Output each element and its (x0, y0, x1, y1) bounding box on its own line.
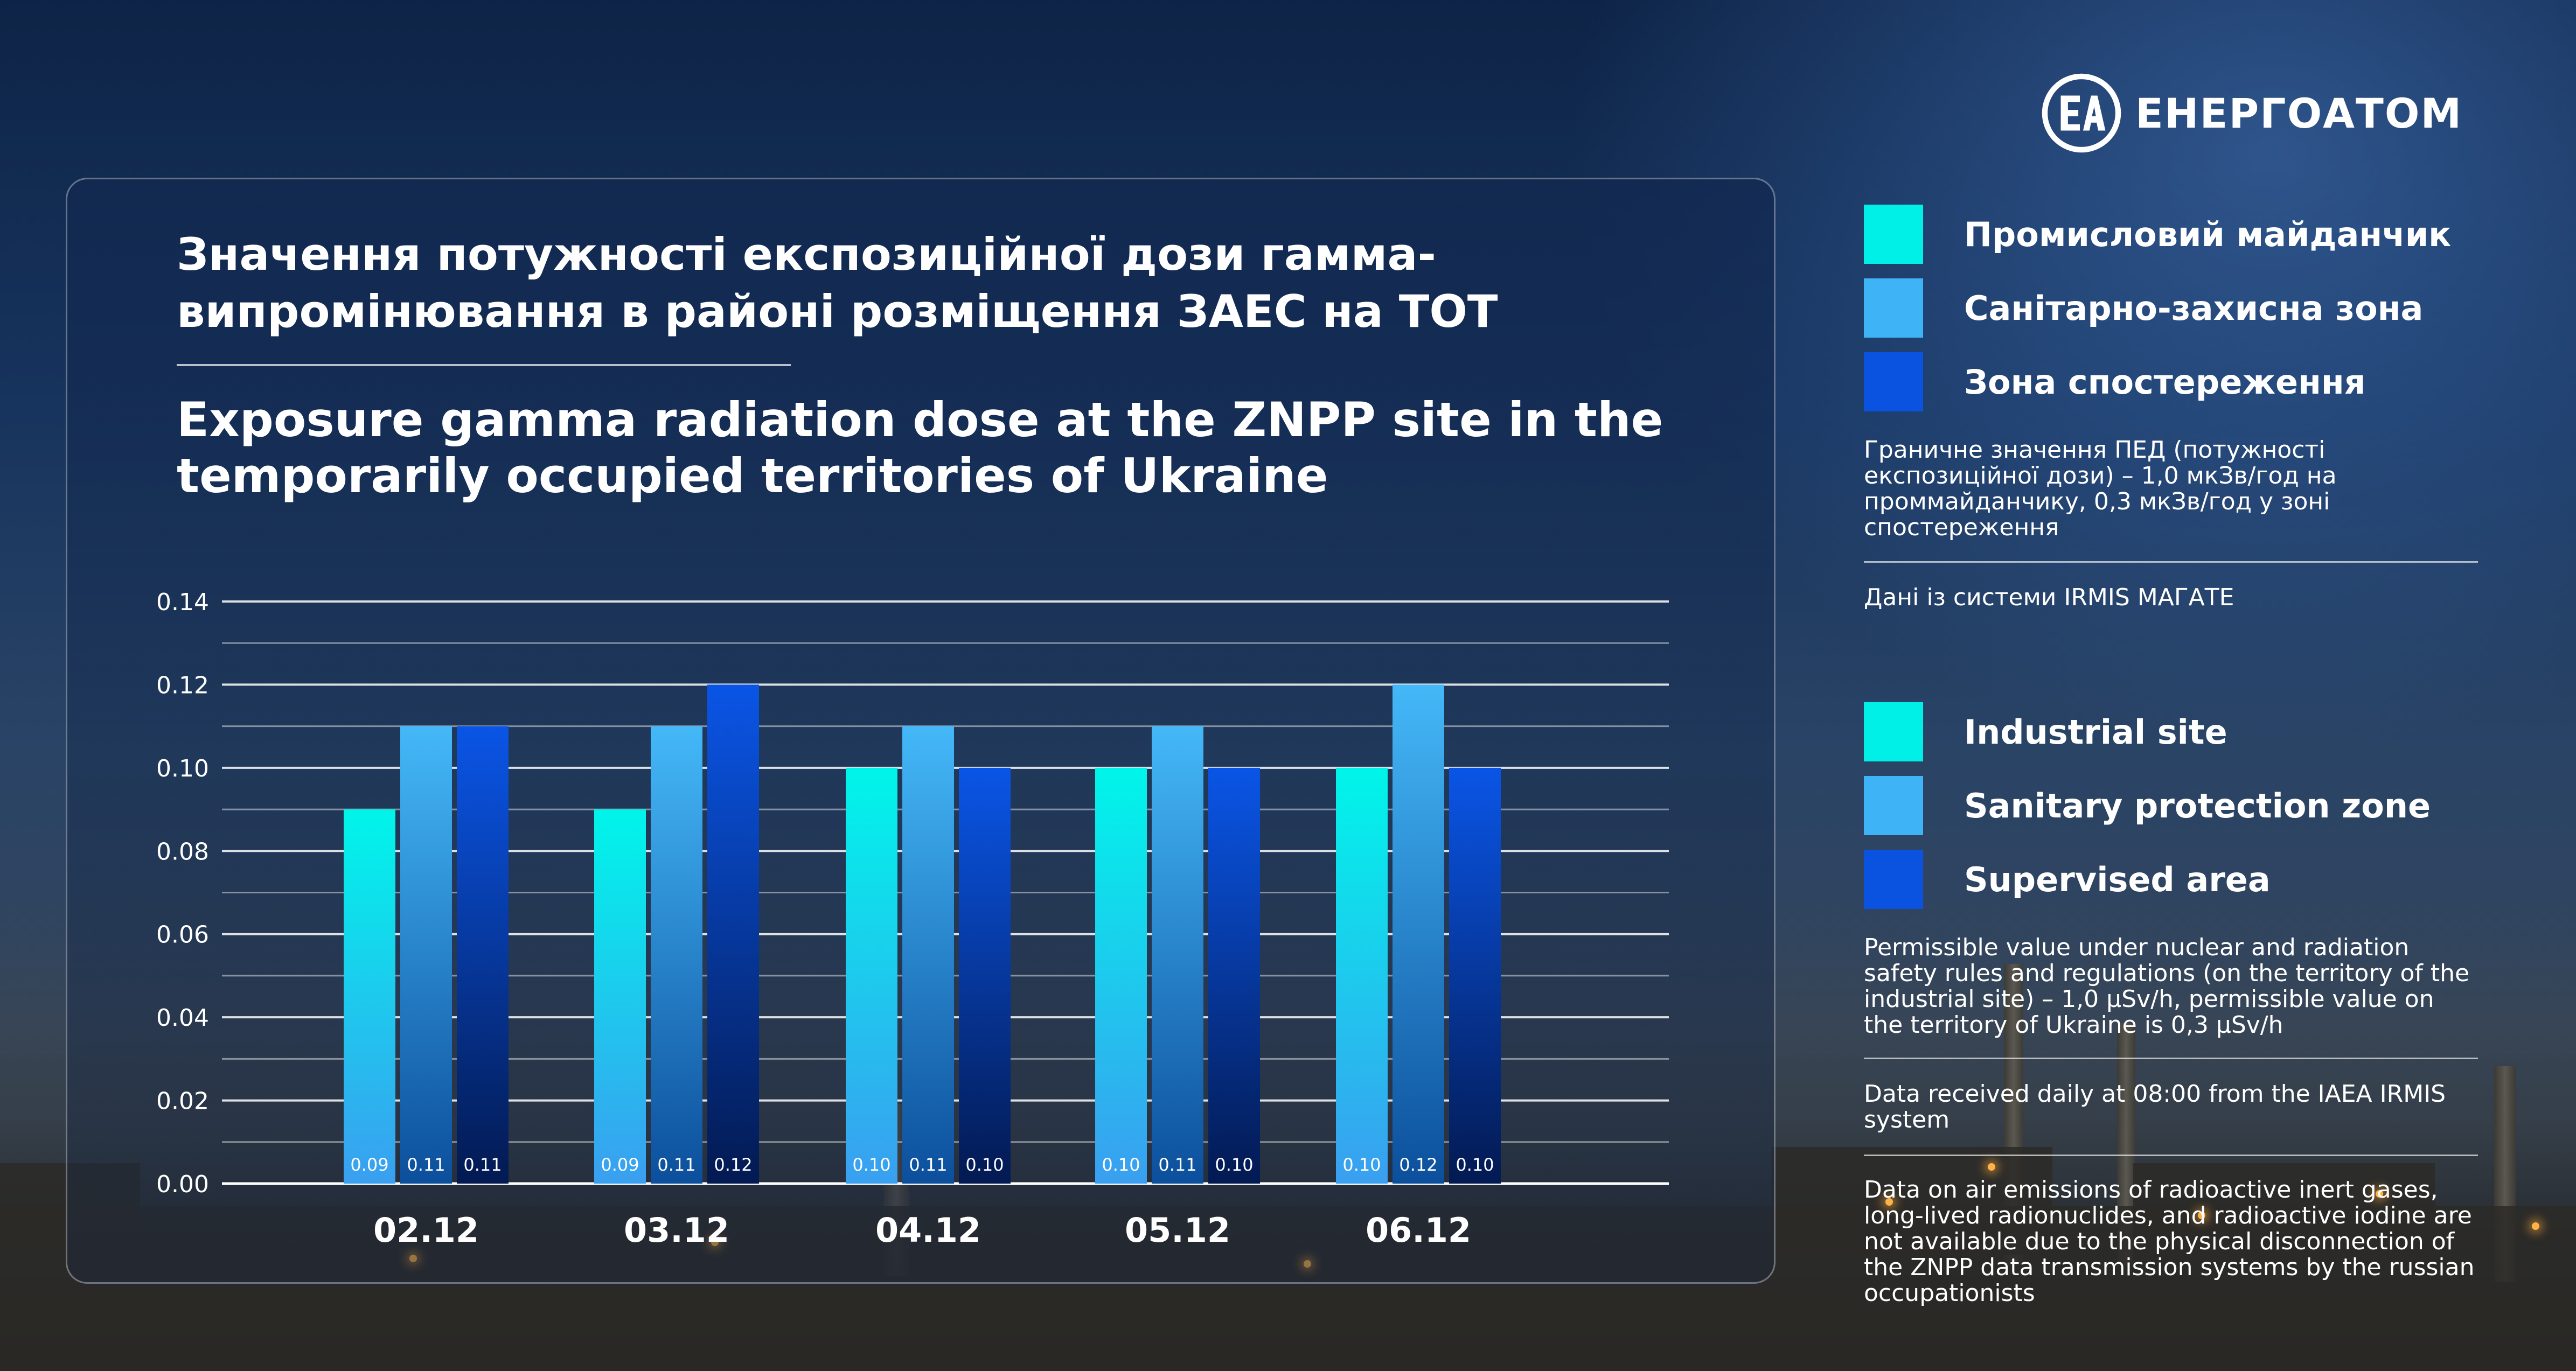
bar-value-label: 0.12 (714, 1155, 752, 1175)
legend-item-en-industrial-site: Industrial site (1864, 702, 2227, 761)
chart-title-ua-line-1: Значення потужності експозиційної дози г… (177, 228, 1436, 281)
chart-title-ua-line-2: випромінювання в районі розміщення ЗАЕС … (177, 285, 1498, 338)
y-tick-label: 0.02 (156, 1088, 209, 1115)
note-en-limit: Permissible value under nuclear and radi… (1864, 934, 2470, 1039)
bar (1152, 726, 1203, 1184)
bar-value-label: 0.11 (407, 1155, 445, 1175)
x-category-label: 02.12 (373, 1211, 479, 1250)
bar (344, 809, 395, 1184)
y-tick-label: 0.14 (156, 589, 209, 616)
bar (707, 684, 759, 1184)
bar-value-label: 0.10 (1342, 1155, 1381, 1175)
legend-label: Промисловий майданчик (1964, 214, 2452, 254)
legend-item-ua-sanitary-zone: Санітарно-захисна зона (1864, 278, 2423, 338)
energoatom-logo-icon (2042, 73, 2121, 153)
legend-swatch (1864, 776, 1923, 835)
bar (1336, 767, 1388, 1184)
legend-label: Sanitary protection zone (1964, 786, 2431, 826)
legend-label: Санітарно-захисна зона (1964, 288, 2424, 328)
legend-divider (1864, 561, 2478, 563)
legend-label: Industrial site (1964, 712, 2227, 752)
bar (457, 726, 509, 1184)
title-divider (177, 364, 791, 366)
legend-label: Зона спостереження (1964, 362, 2366, 402)
legend-swatch (1864, 850, 1923, 909)
bar-value-label: 0.10 (1215, 1155, 1253, 1175)
bar-value-label: 0.11 (463, 1155, 502, 1175)
chart-title-en: Exposure gamma radiation dose at the ZNP… (110, 392, 1673, 504)
bar-value-label: 0.12 (1399, 1155, 1437, 1175)
bar (1449, 767, 1501, 1184)
y-tick-label: 0.08 (156, 838, 209, 865)
legend-swatch (1864, 205, 1923, 264)
y-tick-label: 0.12 (156, 671, 209, 699)
note-ua-source: Дані із системи IRMIS МАГАТЕ (1864, 584, 2234, 611)
note-en-emissions: Data on air emissions of radioactive ine… (1864, 1176, 2475, 1307)
y-tick-label: 0.04 (156, 1004, 209, 1032)
legend-item-en-supervised-area: Supervised area (1864, 850, 2271, 909)
legend-divider (1864, 1155, 2478, 1156)
legend-item-en-sanitary-zone: Sanitary protection zone (1864, 776, 2431, 835)
note-en-source: Data received daily at 08:00 from the IA… (1864, 1080, 2446, 1134)
legend-item-ua-supervised-area: Зона спостереження (1864, 352, 2365, 411)
x-category-label: 03.12 (624, 1211, 729, 1250)
chart-title-en-line-1: Exposure gamma radiation dose at the ZNP… (177, 392, 1663, 447)
bar (1393, 684, 1444, 1184)
brand-logo: ЕНЕРГОАТОМ (2042, 70, 2462, 156)
bar (902, 726, 954, 1184)
brand-name: ЕНЕРГОАТОМ (2135, 89, 2463, 137)
legend-swatch (1864, 278, 1923, 338)
x-category-label: 04.12 (875, 1211, 981, 1250)
bar (400, 726, 452, 1184)
bar-value-label: 0.11 (1158, 1155, 1196, 1175)
bar-value-label: 0.09 (601, 1155, 639, 1175)
legend-item-ua-industrial-site: Промисловий майданчик (1864, 205, 2451, 264)
bar (651, 726, 702, 1184)
bar-value-label: 0.10 (965, 1155, 1004, 1175)
bar-chart: 0.00 0.02 0.04 0.06 0.08 0.10 0.12 0.14 0.09 0.1… (156, 589, 1501, 1250)
x-category-label: 06.12 (1366, 1211, 1471, 1250)
bar (846, 767, 897, 1184)
bar (1208, 767, 1260, 1184)
bar (1095, 767, 1147, 1184)
bar-value-label: 0.10 (852, 1155, 890, 1175)
bar (959, 767, 1011, 1184)
legend-swatch (1864, 352, 1923, 411)
chart-title-en-line-2: temporarily occupied territories of Ukra… (177, 448, 1328, 503)
y-tick-label: 0.06 (156, 921, 209, 949)
legend-swatch (1864, 702, 1923, 761)
chart-title-ua: Значення потужності експозиційної дози г… (110, 226, 1673, 340)
bar (594, 809, 646, 1184)
legend-divider (1864, 1058, 2478, 1059)
bar-value-label: 0.11 (657, 1155, 695, 1175)
x-category-label: 05.12 (1125, 1211, 1230, 1250)
bar-value-label: 0.11 (909, 1155, 947, 1175)
bar-value-label: 0.09 (350, 1155, 388, 1175)
bar-value-label: 0.10 (1456, 1155, 1494, 1175)
note-ua-limit: Граничне значення ПЕД (потужності експоз… (1864, 436, 2337, 541)
bar-value-label: 0.10 (1102, 1155, 1140, 1175)
y-tick-label: 0.00 (156, 1171, 209, 1198)
legend-label: Supervised area (1964, 859, 2271, 899)
y-tick-label: 0.10 (156, 755, 209, 782)
